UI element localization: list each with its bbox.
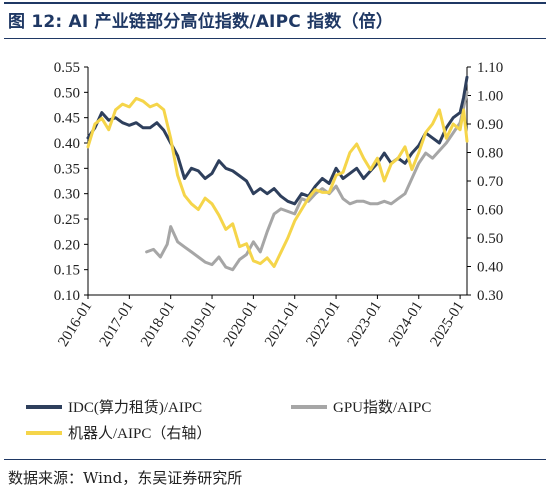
- x-tick-label: 2023-01: [345, 299, 385, 350]
- y-right-tick-label: 1.10: [477, 60, 503, 76]
- chart-legend: IDC(算力租赁)/AIPC GPU指数/AIPC 机器人/AIPC（右轴）: [26, 394, 546, 446]
- x-tick-label: 2016-01: [55, 299, 95, 350]
- y-right-tick-label: 0.30: [477, 288, 503, 304]
- y-left-tick-label: 0.30: [54, 187, 80, 203]
- y-right-tick-label: 0.60: [477, 203, 503, 219]
- y-right-tick-label: 1.00: [477, 89, 503, 105]
- legend-item-idc: IDC(算力租赁)/AIPC: [26, 396, 202, 417]
- y-left-tick-label: 0.35: [54, 161, 80, 177]
- y-right-tick-label: 0.50: [477, 231, 503, 247]
- legend-label-robot: 机器人/AIPC（右轴）: [68, 426, 212, 442]
- x-tick-label: 2020-01: [221, 299, 261, 350]
- x-tick-label: 2022-01: [303, 299, 343, 350]
- x-tick-label: 2021-01: [262, 299, 302, 350]
- y-left-tick-label: 0.25: [54, 212, 80, 228]
- y-left-tick-label: 0.20: [54, 237, 80, 253]
- x-tick-label: 2017-01: [97, 299, 137, 350]
- source-note: 数据来源：Wind，东吴证券研究所: [8, 469, 243, 487]
- y-left-tick-label: 0.15: [54, 263, 80, 279]
- y-right-tick-label: 0.80: [477, 146, 503, 162]
- x-tick-label: 2019-01: [179, 299, 219, 350]
- legend-item-robot: 机器人/AIPC（右轴）: [26, 422, 211, 443]
- footer-rule: [4, 459, 546, 460]
- x-tick-label: 2024-01: [386, 299, 426, 350]
- x-tick-label: 2025-01: [427, 299, 467, 350]
- y-left-tick-label: 0.50: [54, 85, 80, 101]
- y-left-tick-label: 0.55: [54, 60, 80, 76]
- header-rule: [4, 2, 546, 4]
- y-right-tick-label: 0.70: [477, 174, 503, 190]
- line-chart: 0.10 0.15 0.20 0.25 0.30 0.35 0.40 0.45 0.50 0.55…: [54, 60, 504, 350]
- figure-title: 图 12: AI 产业链部分高位指数/AIPC 指数（倍）: [8, 12, 394, 32]
- series-line-robot: [86, 96, 469, 268]
- legend-label-gpu: GPU指数/AIPC: [333, 400, 432, 416]
- legend-item-gpu: GPU指数/AIPC: [291, 396, 431, 417]
- legend-swatch-robot: [26, 430, 62, 435]
- y-left-tick-label: 0.10: [54, 288, 80, 304]
- legend-swatch-idc: [26, 404, 62, 409]
- series-line-gpu: [145, 90, 469, 272]
- y-left-tick-label: 0.40: [54, 136, 80, 152]
- legend-label-idc: IDC(算力租赁)/AIPC: [68, 400, 203, 416]
- y-left-tick-label: 0.45: [54, 111, 80, 127]
- y-right-tick-label: 0.90: [477, 117, 503, 133]
- title-rule: [4, 38, 546, 39]
- series-line-idc: [86, 75, 469, 206]
- legend-swatch-gpu: [291, 404, 327, 409]
- y-right-tick-label: 0.40: [477, 260, 503, 276]
- x-tick-label: 2018-01: [138, 299, 178, 350]
